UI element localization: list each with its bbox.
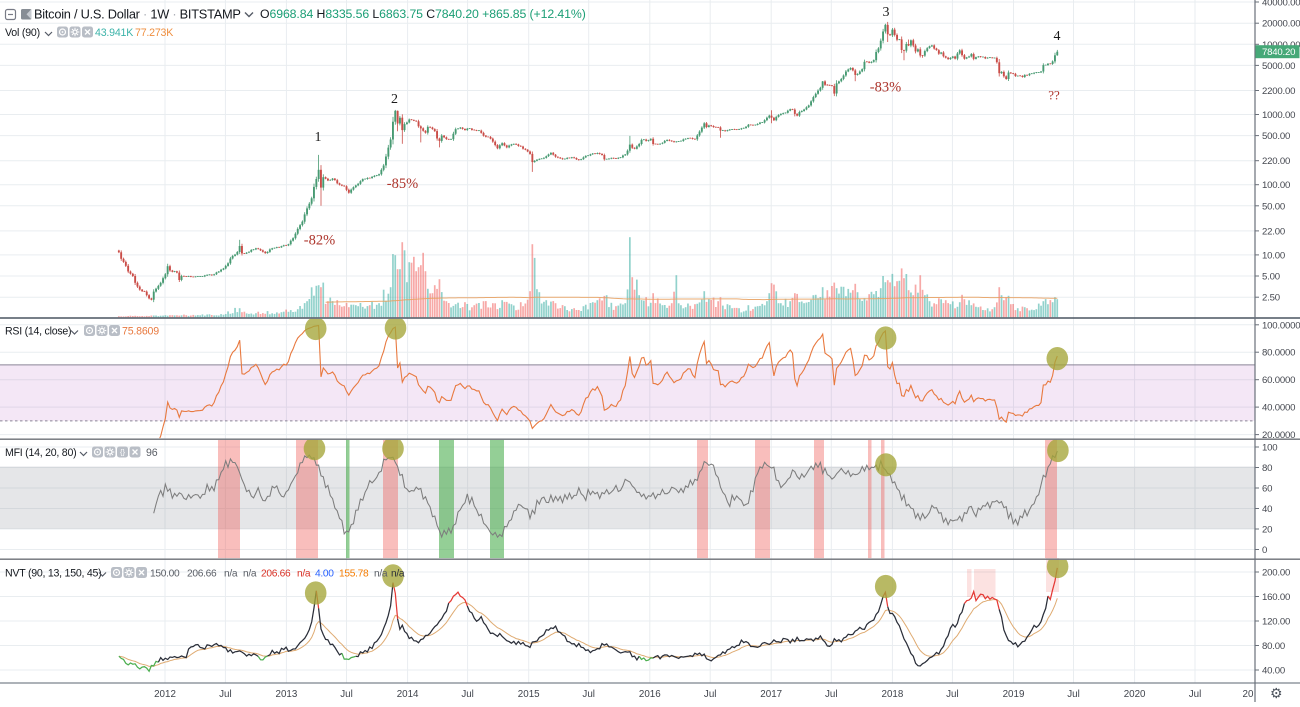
svg-text:2: 2	[391, 92, 398, 107]
svg-text:40.0000: 40.0000	[1262, 403, 1295, 414]
svg-text:96: 96	[146, 447, 158, 459]
svg-text:Jul: Jul	[461, 689, 474, 700]
svg-text:4: 4	[1054, 29, 1061, 44]
svg-text:-85%: -85%	[387, 176, 418, 192]
svg-text:100.0000: 100.0000	[1262, 320, 1300, 331]
svg-text:2019: 2019	[1003, 689, 1025, 700]
svg-text:5000.00: 5000.00	[1262, 61, 1295, 72]
svg-text:160.00: 160.00	[1262, 592, 1290, 603]
svg-text:2013: 2013	[276, 689, 298, 700]
svg-text:-83%: -83%	[870, 80, 901, 96]
svg-text:3: 3	[883, 5, 890, 20]
svg-text:120.00: 120.00	[1262, 617, 1290, 628]
svg-text:⚙: ⚙	[1270, 685, 1283, 701]
svg-text:75.8609: 75.8609	[122, 326, 159, 338]
svg-text:40000.00: 40000.00	[1262, 0, 1300, 9]
svg-text:Jul: Jul	[1189, 689, 1202, 700]
svg-text:Jul: Jul	[1067, 689, 1080, 700]
svg-text:100.00: 100.00	[1262, 180, 1290, 191]
svg-text:n/a: n/a	[243, 569, 257, 580]
svg-text:50.00: 50.00	[1262, 201, 1285, 212]
svg-text:Jul: Jul	[582, 689, 595, 700]
svg-text:Jul: Jul	[946, 689, 959, 700]
svg-text:206.66: 206.66	[261, 569, 291, 580]
svg-text:80: 80	[1262, 463, 1272, 474]
svg-text:1000.00: 1000.00	[1262, 110, 1295, 121]
svg-text:RSI (14, close): RSI (14, close)	[5, 326, 71, 338]
svg-text:40.00: 40.00	[1262, 666, 1285, 677]
svg-text:2.50: 2.50	[1262, 293, 1280, 304]
svg-text:100: 100	[1262, 443, 1277, 454]
svg-text:80.00: 80.00	[1262, 641, 1285, 652]
svg-text:n/a: n/a	[224, 569, 238, 580]
svg-text:5.00: 5.00	[1262, 272, 1280, 283]
svg-text:2017: 2017	[760, 689, 782, 700]
svg-text:20.0000: 20.0000	[1262, 430, 1295, 441]
svg-text:20: 20	[1262, 525, 1272, 536]
svg-text:Jul: Jul	[340, 689, 353, 700]
svg-text:206.66: 206.66	[187, 569, 217, 580]
svg-text:Bitcoin / U.S. Dollar · 1W · B: Bitcoin / U.S. Dollar · 1W · BITSTAMP	[34, 7, 241, 22]
svg-text:1: 1	[315, 130, 322, 145]
svg-text:43.941K: 43.941K	[95, 27, 133, 39]
svg-text:{}: {}	[120, 448, 126, 457]
svg-text:20: 20	[1243, 689, 1254, 700]
svg-text:200.00: 200.00	[1262, 568, 1290, 579]
svg-text:2020: 2020	[1124, 689, 1146, 700]
svg-text:40: 40	[1262, 504, 1272, 515]
svg-text:60.0000: 60.0000	[1262, 375, 1295, 386]
svg-text:77.273K: 77.273K	[135, 27, 173, 39]
svg-text:n/a: n/a	[391, 569, 405, 580]
svg-text:0: 0	[1262, 545, 1267, 556]
svg-text:150.00: 150.00	[150, 569, 180, 580]
svg-text:Vol (90): Vol (90)	[5, 27, 40, 39]
svg-text:2016: 2016	[639, 689, 661, 700]
svg-text:Jul: Jul	[219, 689, 232, 700]
svg-text:n/a: n/a	[297, 569, 311, 580]
svg-text:MFI (14, 20, 80): MFI (14, 20, 80)	[5, 447, 76, 459]
svg-text:220.00: 220.00	[1262, 156, 1290, 167]
svg-text:Jul: Jul	[704, 689, 717, 700]
svg-text:??: ??	[1048, 88, 1060, 103]
svg-text:-82%: -82%	[304, 233, 335, 249]
svg-text:7840.20: 7840.20	[1262, 47, 1295, 58]
svg-text:NVT (90, 13, 150, 45): NVT (90, 13, 150, 45)	[5, 568, 101, 580]
svg-text:155.78: 155.78	[339, 569, 369, 580]
svg-text:Jul: Jul	[825, 689, 838, 700]
svg-text:2012: 2012	[154, 689, 176, 700]
svg-text:2015: 2015	[518, 689, 540, 700]
svg-text:80.0000: 80.0000	[1262, 348, 1295, 359]
svg-text:22.00: 22.00	[1262, 226, 1285, 237]
svg-text:4.00: 4.00	[315, 569, 334, 580]
svg-text:2018: 2018	[882, 689, 904, 700]
svg-text:2200.00: 2200.00	[1262, 86, 1295, 97]
svg-text:20000.00: 20000.00	[1262, 19, 1300, 30]
svg-text:10.00: 10.00	[1262, 250, 1285, 261]
svg-text:n/a: n/a	[374, 569, 388, 580]
svg-text:500.00: 500.00	[1262, 131, 1290, 142]
svg-text:O6968.84 H8335.56 L6863.75: O6968.84 H8335.56 L6863.75 C7840.20 +865…	[260, 7, 586, 21]
svg-text:60: 60	[1262, 484, 1272, 495]
svg-text:2014: 2014	[397, 689, 419, 700]
